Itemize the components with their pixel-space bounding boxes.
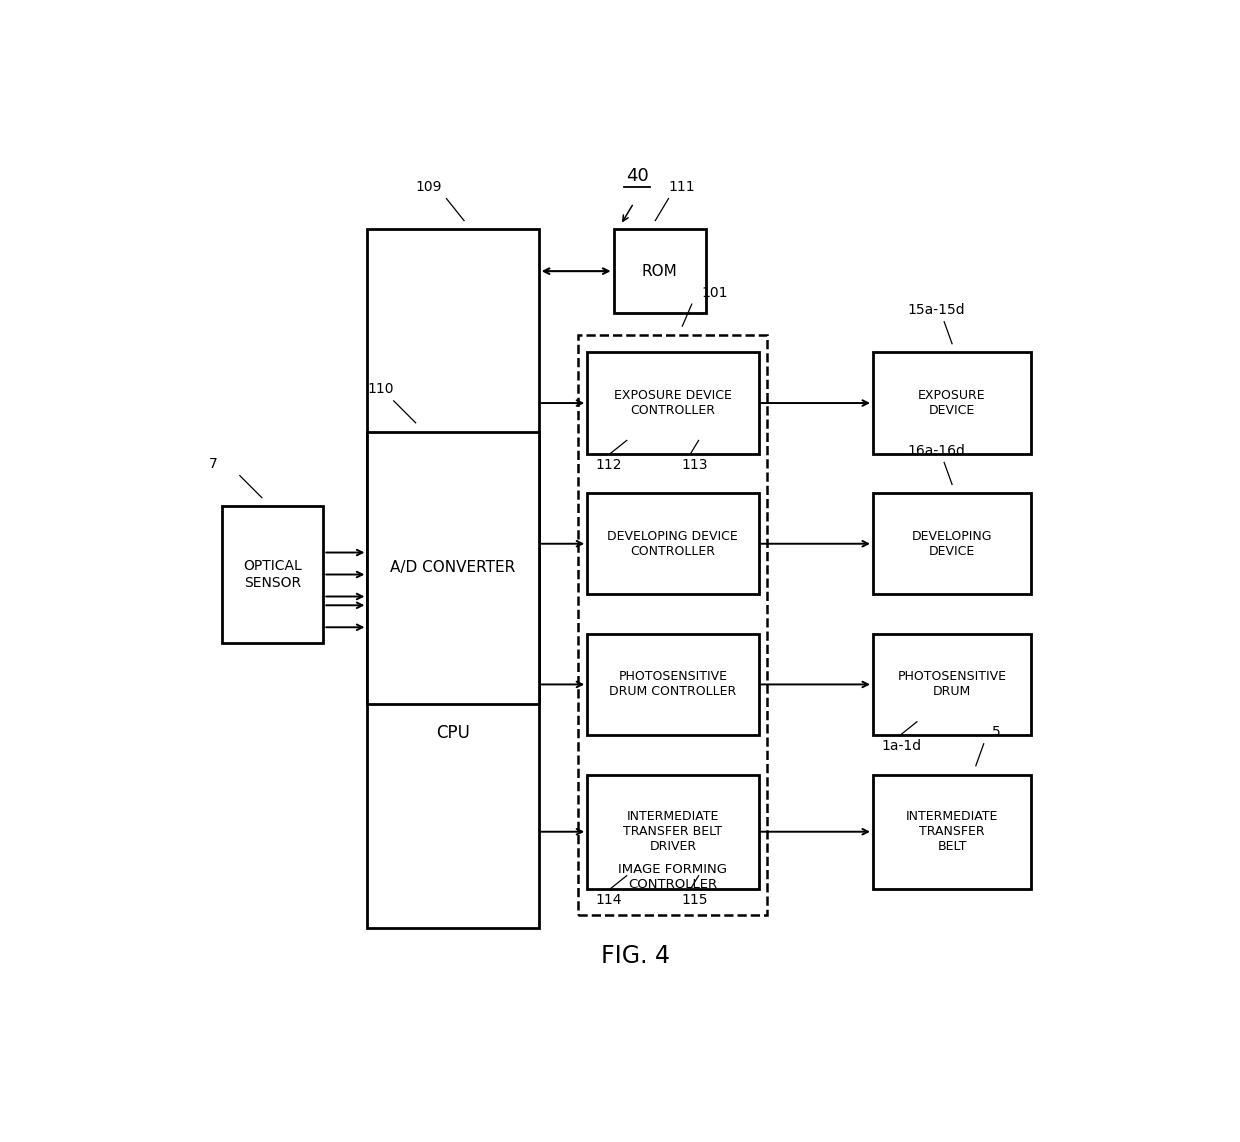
Bar: [873, 634, 1032, 735]
Bar: [587, 634, 759, 735]
Text: CPU: CPU: [436, 724, 470, 741]
Text: 5: 5: [992, 725, 1001, 739]
Text: 7: 7: [210, 457, 218, 472]
Text: 110: 110: [367, 383, 394, 396]
Text: A/D CONVERTER: A/D CONVERTER: [391, 561, 516, 576]
Text: INTERMEDIATE
TRANSFER BELT
DRIVER: INTERMEDIATE TRANSFER BELT DRIVER: [624, 810, 723, 853]
Text: EXPOSURE DEVICE
CONTROLLER: EXPOSURE DEVICE CONTROLLER: [614, 389, 732, 417]
Bar: [614, 230, 706, 313]
Text: ROM: ROM: [642, 264, 677, 279]
Text: PHOTOSENSITIVE
DRUM CONTROLLER: PHOTOSENSITIVE DRUM CONTROLLER: [609, 670, 737, 699]
Text: 115: 115: [682, 893, 708, 907]
Bar: [873, 774, 1032, 888]
Bar: [367, 230, 538, 928]
Text: 40: 40: [626, 168, 649, 185]
Bar: [578, 335, 768, 915]
Text: OPTICAL
SENSOR: OPTICAL SENSOR: [243, 560, 303, 589]
Text: 16a-16d: 16a-16d: [908, 444, 965, 458]
Text: PHOTOSENSITIVE
DRUM: PHOTOSENSITIVE DRUM: [898, 670, 1007, 699]
Bar: [587, 774, 759, 888]
Text: IMAGE FORMING
CONTROLLER: IMAGE FORMING CONTROLLER: [619, 862, 728, 891]
Text: 101: 101: [702, 286, 728, 299]
Bar: [367, 432, 538, 705]
Bar: [587, 493, 759, 594]
Bar: [873, 493, 1032, 594]
Text: 109: 109: [415, 180, 443, 194]
Text: 112: 112: [596, 458, 622, 472]
Text: DEVELOPING
DEVICE: DEVELOPING DEVICE: [911, 530, 992, 557]
Text: 1a-1d: 1a-1d: [882, 739, 921, 754]
Bar: [222, 506, 324, 643]
Bar: [873, 353, 1032, 453]
Text: 15a-15d: 15a-15d: [908, 304, 965, 317]
Text: 113: 113: [682, 458, 708, 472]
Text: DEVELOPING DEVICE
CONTROLLER: DEVELOPING DEVICE CONTROLLER: [608, 530, 738, 557]
Text: FIG. 4: FIG. 4: [601, 944, 670, 968]
Text: 111: 111: [668, 180, 694, 194]
Text: INTERMEDIATE
TRANSFER
BELT: INTERMEDIATE TRANSFER BELT: [906, 810, 998, 853]
Text: EXPOSURE
DEVICE: EXPOSURE DEVICE: [919, 389, 986, 417]
Text: 114: 114: [596, 893, 622, 907]
Bar: [587, 353, 759, 453]
